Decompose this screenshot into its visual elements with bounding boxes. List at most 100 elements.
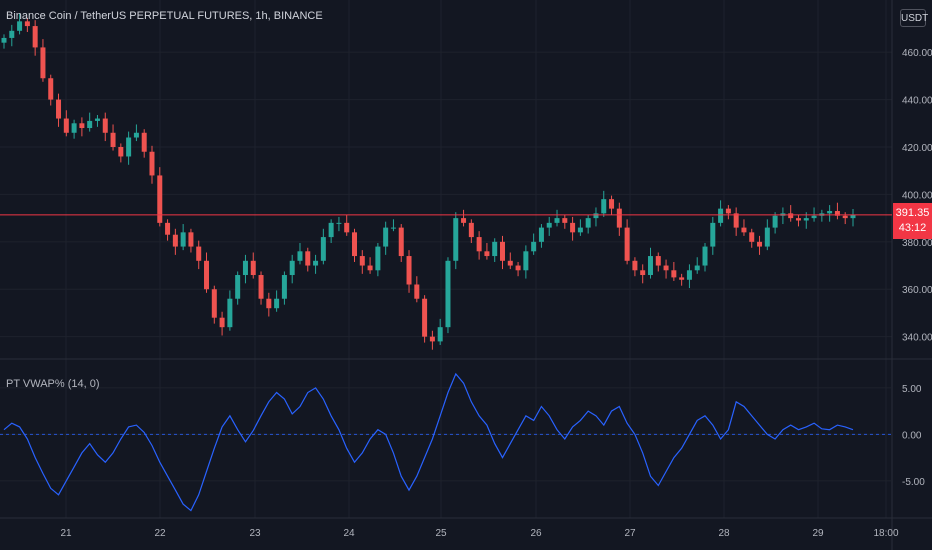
candle-body	[671, 270, 677, 278]
candle-body	[461, 218, 467, 223]
candle-body	[48, 78, 54, 100]
candle-body	[531, 241, 537, 252]
candle-body	[609, 199, 615, 209]
vwap-indicator-line	[0, 372, 892, 512]
candle-body	[546, 222, 552, 228]
price-tick-label: 460.00	[902, 48, 932, 59]
indicator-title: PT VWAP% (14, 0)	[6, 378, 100, 390]
price-tick-label: 380.00	[902, 238, 932, 249]
candle-body	[834, 211, 840, 216]
candle-body	[344, 222, 350, 233]
price-tick-label: 340.00	[902, 333, 932, 344]
time-tick-label: 26	[530, 528, 542, 539]
bar-countdown: 43:12	[898, 222, 927, 234]
candle-body	[157, 175, 163, 223]
candle-body	[757, 241, 763, 247]
candle-body	[453, 218, 459, 261]
candle-body	[632, 260, 638, 271]
candle-body	[204, 260, 210, 290]
candle-body	[718, 208, 724, 223]
candle-body	[102, 118, 108, 133]
candle-body	[445, 260, 451, 328]
candle-body	[227, 298, 233, 328]
candle-body	[593, 213, 599, 219]
candle-body	[336, 222, 342, 224]
candle-body	[811, 215, 817, 219]
candle-body	[375, 246, 381, 271]
candle-body	[71, 123, 77, 133]
candle-body	[118, 146, 124, 157]
candle-body	[352, 232, 358, 257]
candle-body	[414, 284, 420, 299]
candle-body	[437, 327, 443, 342]
candle-body	[196, 246, 202, 261]
time-tick-label: 28	[718, 528, 730, 539]
price-tick-label: 400.00	[902, 190, 932, 201]
candle-body	[63, 118, 69, 133]
candle-body	[422, 298, 428, 337]
price-tick-label: 420.00	[902, 143, 932, 154]
time-tick-label: 25	[435, 528, 447, 539]
candle-body	[663, 265, 669, 271]
candle-body	[523, 251, 529, 271]
candle-body	[110, 132, 116, 147]
candle-body	[87, 120, 93, 129]
time-tick-label: 24	[343, 528, 355, 539]
candle-body	[133, 132, 139, 138]
candle-body	[281, 275, 287, 299]
candle-body	[577, 227, 583, 233]
candle-body	[749, 232, 755, 242]
time-tick-label: 22	[154, 528, 166, 539]
time-tick-label: 21	[60, 528, 72, 539]
last-price-tag: 391.35 43:12	[893, 203, 932, 239]
chart-title: Binance Coin / TetherUS PERPETUAL FUTURE…	[6, 10, 323, 22]
candle-body	[788, 213, 794, 219]
time-tick-label: 29	[812, 528, 824, 539]
candle-body	[492, 241, 498, 257]
candle-body	[328, 222, 334, 238]
last-price-value: 391.35	[895, 207, 930, 219]
candle-body	[250, 260, 256, 276]
candle-body	[476, 237, 482, 252]
candle-body	[655, 256, 661, 266]
candle-body	[383, 227, 389, 247]
candle-body	[359, 256, 365, 266]
candle-body	[679, 277, 685, 280]
candle-body	[484, 251, 490, 257]
candle-body	[367, 265, 373, 271]
candle-body	[274, 298, 280, 309]
candle-body	[289, 260, 295, 276]
candle-body	[850, 214, 856, 219]
candle-body	[570, 222, 576, 233]
osc-tick-label: 0.00	[902, 430, 922, 441]
candle-body	[585, 218, 591, 228]
price-tick-label: 440.00	[902, 96, 932, 107]
candle-body	[24, 21, 30, 27]
candle-body	[141, 132, 147, 152]
osc-tick-label: -5.00	[902, 477, 925, 488]
candle-body	[258, 275, 264, 299]
candle-body	[180, 232, 186, 247]
candle-body	[640, 270, 646, 276]
candle-body	[219, 317, 225, 328]
candle-body	[56, 99, 62, 119]
candle-body	[313, 260, 319, 266]
candle-body	[297, 251, 303, 261]
candle-body	[305, 251, 311, 266]
price-candles	[1, 13, 856, 350]
vwap-line	[3, 372, 854, 512]
candle-body	[803, 218, 809, 221]
candle-body	[702, 246, 708, 266]
candle-body	[616, 208, 622, 228]
candle-body	[211, 289, 217, 318]
currency-unit-badge[interactable]: USDT	[900, 9, 928, 27]
candle-body	[562, 218, 568, 223]
candle-body	[429, 336, 435, 342]
candle-body	[1, 37, 7, 43]
time-tick-label: 18:00	[873, 528, 898, 539]
candle-body	[126, 137, 132, 157]
candle-body	[9, 30, 15, 38]
candle-body	[710, 222, 716, 247]
